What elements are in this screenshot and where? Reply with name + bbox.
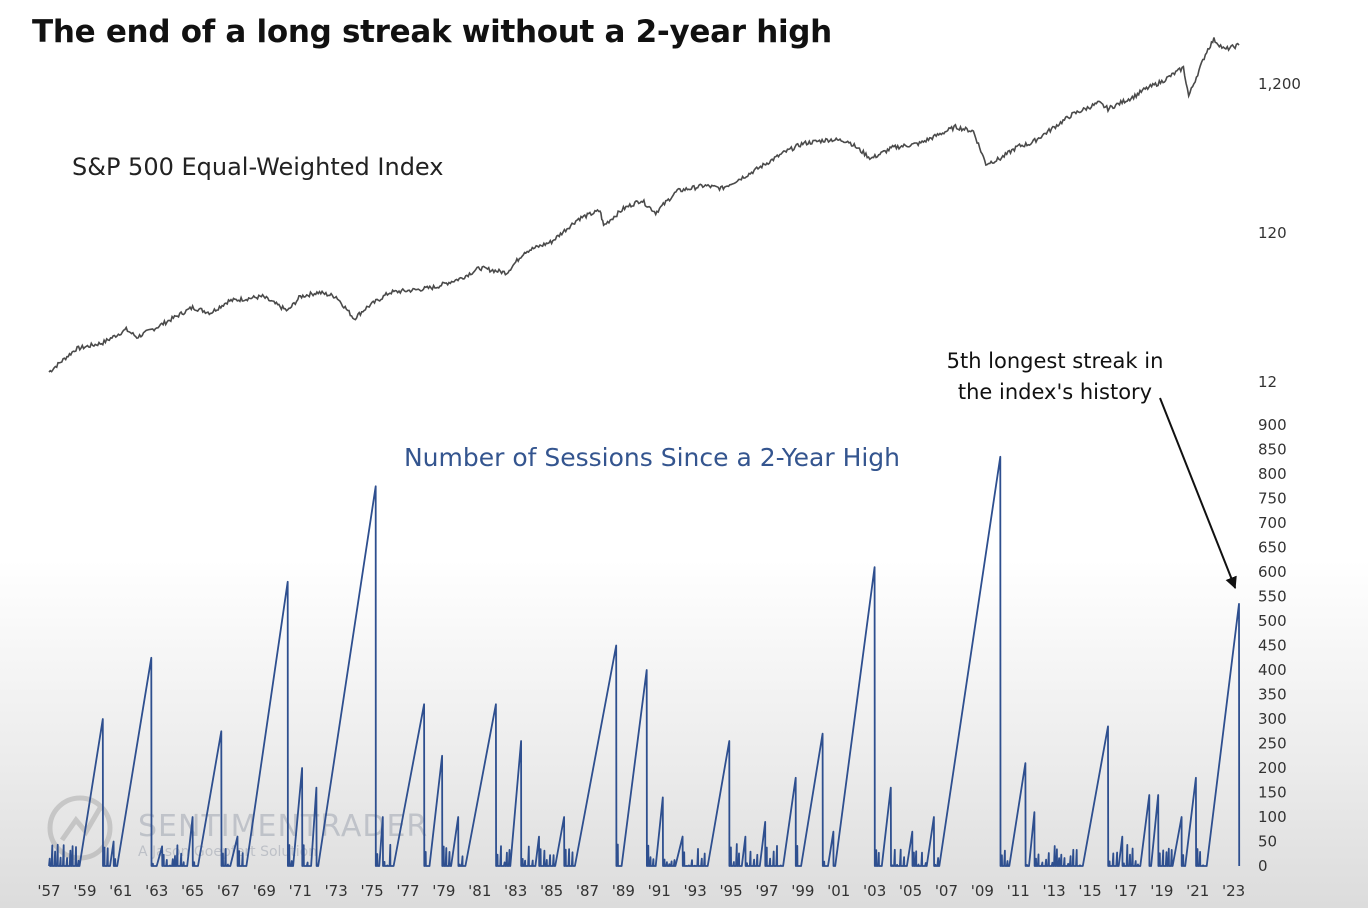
annotation-arrow (1159, 397, 1237, 589)
index-series-line (48, 37, 1240, 373)
x-axis: '57 '59 '61 '63 '65 '67 '69 '71 '73 '75 '77 '79 '81 '… (37, 882, 1245, 900)
x-tick-label: '87 (576, 882, 599, 900)
index-panel: S&P 500 Equal-Weighted Index 12 120 1,200 (48, 37, 1301, 391)
x-tick-label: '57 (37, 882, 60, 900)
index-y-tick-label: 12 (1258, 373, 1277, 391)
chart-title: The end of a long streak without a 2-yea… (32, 14, 832, 50)
x-tick-label: '11 (1007, 882, 1030, 900)
x-tick-label: '99 (791, 882, 814, 900)
x-tick-label: '21 (1186, 882, 1209, 900)
sessions-y-tick-label: 800 (1258, 465, 1287, 483)
x-tick-label: '97 (755, 882, 778, 900)
x-tick-label: '01 (827, 882, 850, 900)
x-tick-label: '67 (217, 882, 240, 900)
x-tick-label: '73 (325, 882, 348, 900)
x-tick-label: '89 (612, 882, 635, 900)
sessions-series-label: Number of Sessions Since a 2-Year High (404, 443, 900, 472)
x-tick-label: '59 (73, 882, 96, 900)
sessions-y-tick-label: 250 (1258, 735, 1287, 753)
x-tick-label: '07 (935, 882, 958, 900)
x-tick-label: '91 (648, 882, 671, 900)
index-series-label: S&P 500 Equal-Weighted Index (72, 153, 443, 181)
x-tick-label: '75 (360, 882, 383, 900)
index-y-tick-label: 1,200 (1258, 75, 1301, 93)
annotation-line1: 5th longest streak in (947, 349, 1164, 373)
sessions-y-tick-label: 0 (1258, 857, 1268, 875)
x-tick-label: '71 (289, 882, 312, 900)
x-tick-label: '95 (719, 882, 742, 900)
watermark: SENTIMENTRADER A Jason Goepfert Solution (47, 795, 428, 861)
sessions-y-tick-label: 100 (1258, 808, 1287, 826)
sessions-y-tick-label: 350 (1258, 686, 1287, 704)
x-tick-label: '09 (971, 882, 994, 900)
index-y-tick-label: 120 (1258, 224, 1287, 242)
sessions-y-tick-label: 400 (1258, 661, 1287, 679)
sessions-y-tick-label: 150 (1258, 784, 1287, 802)
watermark-line2: A Jason Goepfert Solution (138, 844, 317, 860)
sessions-y-tick-label: 650 (1258, 539, 1287, 557)
sessions-y-tick-label: 600 (1258, 563, 1287, 581)
x-tick-label: '77 (396, 882, 419, 900)
annotation: 5th longest streak in the index's histor… (947, 349, 1237, 589)
sessions-panel: Number of Sessions Since a 2-Year High 0… (37, 416, 1286, 900)
x-tick-label: '69 (253, 882, 276, 900)
x-tick-label: '05 (899, 882, 922, 900)
x-tick-label: '61 (109, 882, 132, 900)
x-tick-label: '93 (684, 882, 707, 900)
sessions-y-tick-label: 500 (1258, 612, 1287, 630)
x-tick-label: '65 (181, 882, 204, 900)
x-tick-label: '15 (1078, 882, 1101, 900)
sessions-y-tick-label: 50 (1258, 833, 1277, 851)
x-tick-label: '03 (863, 882, 886, 900)
watermark-logo-arrow-icon (59, 806, 103, 842)
sessions-y-tick-label: 200 (1258, 759, 1287, 777)
sessions-y-tick-label: 850 (1258, 441, 1287, 459)
watermark-line1: SENTIMENTRADER (138, 809, 428, 844)
x-tick-label: '19 (1150, 882, 1173, 900)
x-tick-label: '63 (145, 882, 168, 900)
x-tick-label: '23 (1222, 882, 1245, 900)
sessions-y-axis: 0 50 100 150 200 250 300 350 400 450 500 550 600 650 7… (1258, 416, 1287, 875)
x-tick-label: '81 (468, 882, 491, 900)
sessions-y-tick-label: 900 (1258, 416, 1287, 434)
x-tick-label: '17 (1114, 882, 1137, 900)
x-tick-label: '83 (504, 882, 527, 900)
sessions-series-line (48, 455, 1241, 867)
sessions-y-tick-label: 450 (1258, 637, 1287, 655)
sessions-y-tick-label: 750 (1258, 490, 1287, 508)
sessions-y-tick-label: 550 (1258, 588, 1287, 606)
x-tick-label: '85 (540, 882, 563, 900)
annotation-line2: the index's history (958, 380, 1152, 404)
x-tick-label: '79 (432, 882, 455, 900)
sessions-y-tick-label: 300 (1258, 710, 1287, 728)
sessions-y-tick-label: 700 (1258, 514, 1287, 532)
index-y-axis: 12 120 1,200 (1258, 75, 1301, 391)
x-tick-label: '13 (1043, 882, 1066, 900)
